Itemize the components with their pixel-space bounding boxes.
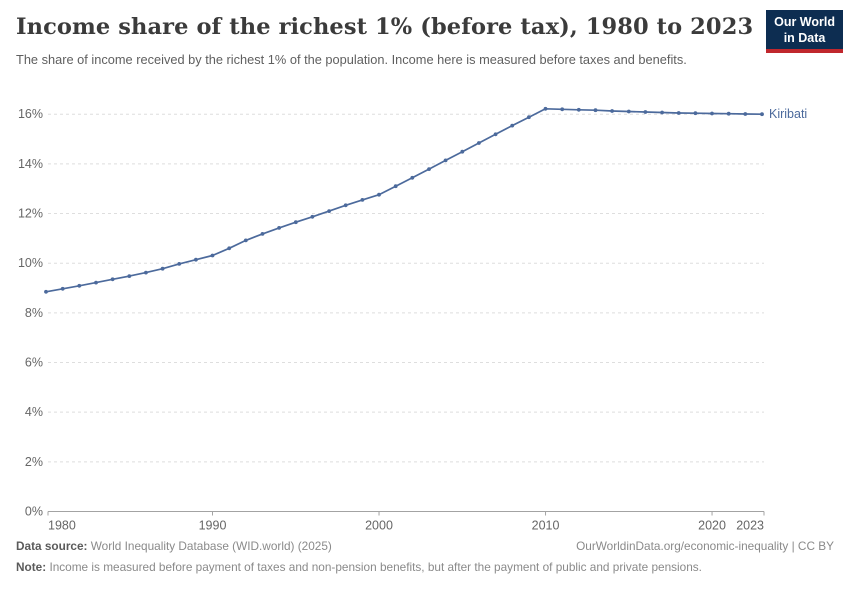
y-tick-label: 6% — [25, 356, 43, 370]
data-point — [77, 283, 82, 288]
data-point — [127, 274, 132, 278]
x-tick-label: 2020 — [698, 519, 726, 533]
y-tick-label: 4% — [25, 405, 43, 419]
data-point — [94, 280, 98, 285]
data-point — [360, 198, 365, 202]
data-point — [527, 115, 531, 120]
data-point — [593, 108, 598, 113]
y-tick-label: 14% — [18, 157, 43, 171]
data-point — [277, 226, 281, 230]
data-point — [510, 123, 515, 128]
y-tick-label: 8% — [25, 306, 43, 320]
data-point — [760, 112, 764, 117]
datasource-line: Data source: World Inequality Database (… — [16, 539, 332, 553]
data-point — [227, 246, 232, 251]
owid-logo-line2: in Data — [783, 30, 826, 45]
owid-logo-line1: Our World — [774, 15, 835, 29]
data-point — [327, 209, 331, 213]
note-label: Note: — [16, 560, 47, 574]
data-point — [377, 192, 381, 197]
data-point — [693, 111, 698, 116]
data-point — [743, 112, 748, 116]
data-point — [194, 257, 198, 262]
data-point — [610, 109, 614, 113]
data-point — [560, 107, 565, 112]
chart-footer: Data source: World Inequality Database (… — [16, 539, 834, 574]
chart-title: Income share of the richest 1% (before t… — [16, 14, 754, 40]
x-tick-label: 2023 — [736, 519, 764, 533]
owid-cc-link[interactable]: OurWorldinData.org/economic-inequality |… — [576, 539, 834, 553]
data-point — [44, 289, 48, 294]
footer-note: Note: Income is measured before payment … — [16, 560, 834, 574]
y-tick-label: 2% — [25, 455, 43, 469]
series-end-label[interactable]: Kiribati — [769, 107, 807, 121]
x-tick-label: 2000 — [365, 519, 393, 533]
data-point — [443, 158, 448, 163]
line-chart-canvas[interactable]: 0% 2% 4% 6% 8% 10% 12% 14% 16% 1980 1990 2000 2010 20… — [0, 92, 850, 537]
data-point — [110, 277, 115, 282]
data-point — [260, 232, 265, 236]
y-tick-label: 16% — [18, 107, 43, 121]
data-point — [626, 109, 631, 114]
y-tick-label: 0% — [25, 505, 43, 519]
data-point — [726, 111, 731, 116]
data-point — [643, 110, 648, 114]
owid-logo[interactable]: Our World in Data — [766, 10, 843, 54]
data-point — [243, 238, 248, 243]
chart-header: Income share of the richest 1% (before t… — [16, 14, 761, 69]
data-point — [460, 149, 465, 154]
data-point — [210, 253, 215, 258]
data-point — [410, 175, 415, 180]
x-tick-label: 2010 — [532, 519, 560, 533]
data-point — [144, 270, 148, 275]
note-text: Income is measured before payment of tax… — [49, 560, 702, 574]
data-point — [160, 266, 165, 271]
data-point — [493, 132, 498, 137]
data-point — [710, 111, 714, 116]
data-point — [543, 106, 548, 111]
x-tick-label: 1990 — [199, 519, 227, 533]
footer-row-datasource: Data source: World Inequality Database (… — [16, 539, 834, 553]
x-tick-label: 1980 — [48, 519, 76, 533]
chart-plot-area[interactable]: 0% 2% 4% 6% 8% 10% 12% 14% 16% 1980 1990 2000 2010 20… — [0, 92, 850, 542]
series-line — [45, 107, 763, 293]
chart-subtitle: The share of income received by the rich… — [16, 52, 687, 67]
data-point — [676, 111, 681, 115]
data-point — [310, 214, 315, 219]
data-point — [393, 184, 398, 189]
data-point — [60, 286, 65, 291]
data-point — [660, 110, 664, 115]
datasource-label: Data source: — [16, 539, 88, 553]
datasource-text: World Inequality Database (WID.world) (2… — [90, 539, 332, 553]
y-tick-label: 12% — [18, 207, 43, 221]
data-point — [293, 220, 298, 225]
data-point — [343, 203, 348, 208]
data-point — [576, 107, 581, 112]
y-tick-label: 10% — [18, 256, 43, 270]
data-point — [477, 141, 481, 145]
data-point — [177, 262, 182, 266]
data-point — [427, 167, 431, 171]
